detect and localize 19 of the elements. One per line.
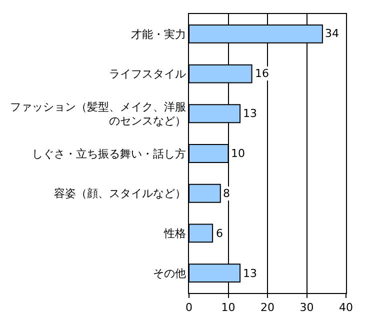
y-tick-label: ライフスタイル [108,68,186,81]
x-tick-label: 30 [300,301,314,314]
y-tick-label: 性格 [162,227,186,240]
y-tick-label: しぐさ・立ち振る舞い・話し方 [32,147,186,160]
y-tick-label: 容姿（顔、スタイルなど） [54,187,186,200]
data-label: 8 [223,187,230,200]
x-tick-label: 0 [186,301,192,314]
data-label: 13 [243,107,257,120]
x-tick-label: 10 [221,301,236,314]
y-tick-label: 才能・実力 [130,28,186,41]
data-label: 10 [231,147,245,160]
data-label: 13 [243,267,257,280]
data-label: 34 [325,27,339,40]
data-label: 16 [255,67,269,80]
data-label: 6 [216,227,223,240]
x-tick-label: 20 [260,301,274,314]
y-tick-label: ファッション（髪型、メイク、洋服のセンスなど） [10,100,186,128]
y-tick-label: その他 [152,266,186,280]
x-tick-label: 40 [339,301,353,314]
